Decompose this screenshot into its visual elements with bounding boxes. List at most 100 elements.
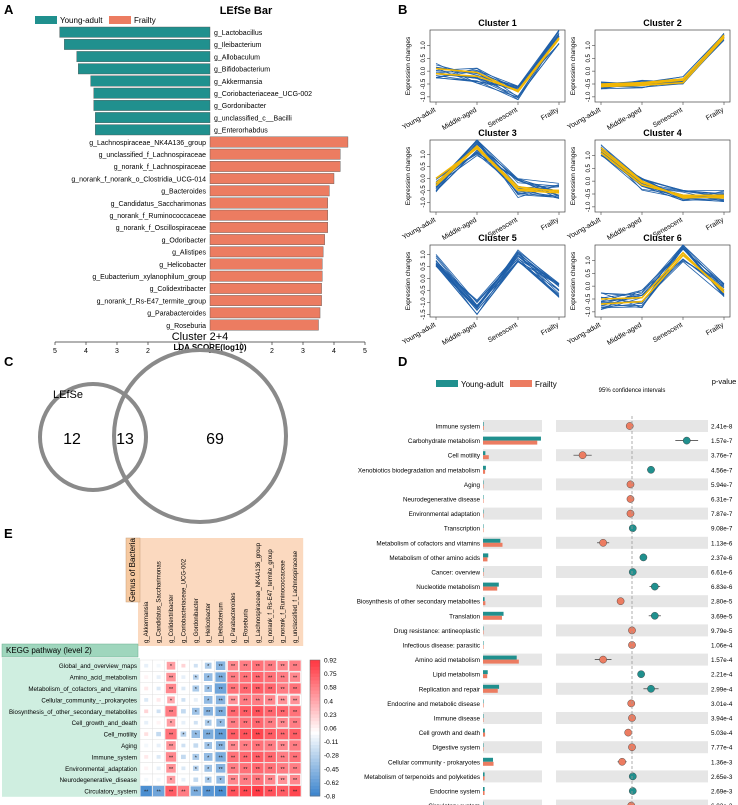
heatmap-cell [276,683,289,694]
stamp-bar-young [483,480,484,485]
heatmap-cell [181,766,186,771]
heatmap-scale-label: 0.23 [324,712,337,719]
heatmap-cell [214,728,227,740]
heatmap-cell [277,717,288,728]
stamp-diff-point [639,553,648,562]
cluster-ytick-label: -1.0 [421,297,427,308]
heatmap-significance: ** [268,755,273,761]
heatmap-cell [227,717,239,728]
heatmap-cell [144,675,149,679]
stamp-bar-frailty [483,688,498,693]
lefse-tick-label: 1 [239,348,243,355]
heatmap-column-label: g_norank_f_Rs-E47_termite_group [268,549,274,643]
cluster-member-line [435,259,560,315]
cluster-member-line [600,35,725,85]
cluster-ytick-label: 0.5 [421,162,427,171]
stamp-pvalue: 6.02e-3 [711,803,733,805]
lefse-bar [64,39,211,50]
heatmap-column-header-bg [138,538,304,646]
heatmap-cell [252,717,264,728]
heatmap-cell [239,706,252,717]
lefse-bar [209,246,324,258]
heatmap-cell [193,698,198,702]
heatmap-cell [144,732,149,736]
lefse-tick-label: 5 [53,348,57,355]
stamp-row-band [556,653,708,666]
heatmap-scale-segment [310,717,320,722]
stamp-diff-point [599,655,607,664]
heatmap-significance: ** [243,698,248,704]
heatmap-significance: * [207,676,210,682]
cluster-xtick-label: Young-adult [401,322,437,347]
heatmap-significance: ** [181,790,186,796]
heatmap-significance: * [207,744,210,750]
heatmap-significance: ** [256,767,261,773]
stamp-bar-young [483,422,484,426]
heatmap-cell [239,694,252,706]
cluster-xtick-label: Senescent [652,107,684,130]
heatmap-scale-segment [310,748,320,753]
stamp-diff-point [599,539,607,547]
heatmap-column-label: g_unclassified_f_Lachnospiraceae [293,550,299,643]
venn-circle-cluster [112,348,288,524]
heatmap-scale-segment [310,673,320,678]
legend-label-frailty: Frailty [134,16,156,25]
lefse-category-label: g_unclassified_c__Bacilli [214,115,292,122]
lefse-bar [90,75,211,87]
heatmap-significance: ** [243,687,248,693]
cluster-ytick-label: -1.5 [421,309,427,320]
heatmap-cell [264,774,276,785]
cluster-core-line [600,251,725,300]
heatmap-cell [276,728,289,740]
heatmap-significance: ** [206,790,211,796]
heatmap-cell [239,774,252,785]
stamp-bar-young [483,509,484,514]
stamp-diff-point [626,495,635,503]
heatmap-cell [204,764,212,772]
heatmap-row-label: Aging [121,743,137,750]
heatmap-cell [289,683,301,694]
stamp-pvalue: 1.13e-6 [711,540,733,547]
heatmap-scale-label: 0.92 [324,658,337,665]
heatmap-cell [276,671,289,683]
lefse-category-label: g_Parabacteroides [147,311,206,318]
stamp-diff-point [628,568,637,576]
stamp-bar-frailty [483,601,486,606]
heatmap-column-label: g_Candidatus_Saccharimonas [157,561,163,643]
heatmap-scale-segment [310,765,320,770]
stamp-bar-frailty [483,469,486,474]
heatmap-cell [264,695,276,705]
heatmap-cell [264,728,276,740]
heatmap-significance: ** [218,790,223,796]
stamp-bar-frailty [483,747,484,752]
heatmap-significance: ** [293,767,298,773]
heatmap-scale-label: -0.11 [324,739,339,746]
legend-label-young: Young-adult [60,16,103,25]
cluster-member-line [600,154,725,202]
cluster-member-line [435,252,560,301]
heatmap-cell [289,672,301,682]
heatmap-significance: * [195,733,198,739]
heatmap-cell [216,718,225,727]
heatmap-cell [144,720,149,725]
heatmap-cell [204,776,212,783]
heatmap-cell [144,766,149,771]
heatmap-significance: * [220,778,223,784]
heatmap-significance: ** [280,698,285,704]
cluster-ytick-label: 0.5 [586,268,592,277]
heatmap-significance: ** [268,664,273,670]
cluster-ytick-label: 1.0 [586,151,592,160]
cluster-ytick-label: -1.0 [586,201,592,212]
heatmap-cell [252,728,264,740]
heatmap-significance: ** [256,710,261,716]
heatmap-significance: ** [268,744,273,750]
lefse-title: LEfSe Bar [220,5,273,17]
stamp-diff-point [626,509,635,518]
cluster-member-line [435,139,560,197]
heatmap-cell [252,785,264,797]
heatmap-significance: ** [194,790,199,796]
heatmap-cell [156,777,161,782]
stamp-bar-frailty [483,732,486,737]
heatmap-significance: ** [293,721,298,727]
